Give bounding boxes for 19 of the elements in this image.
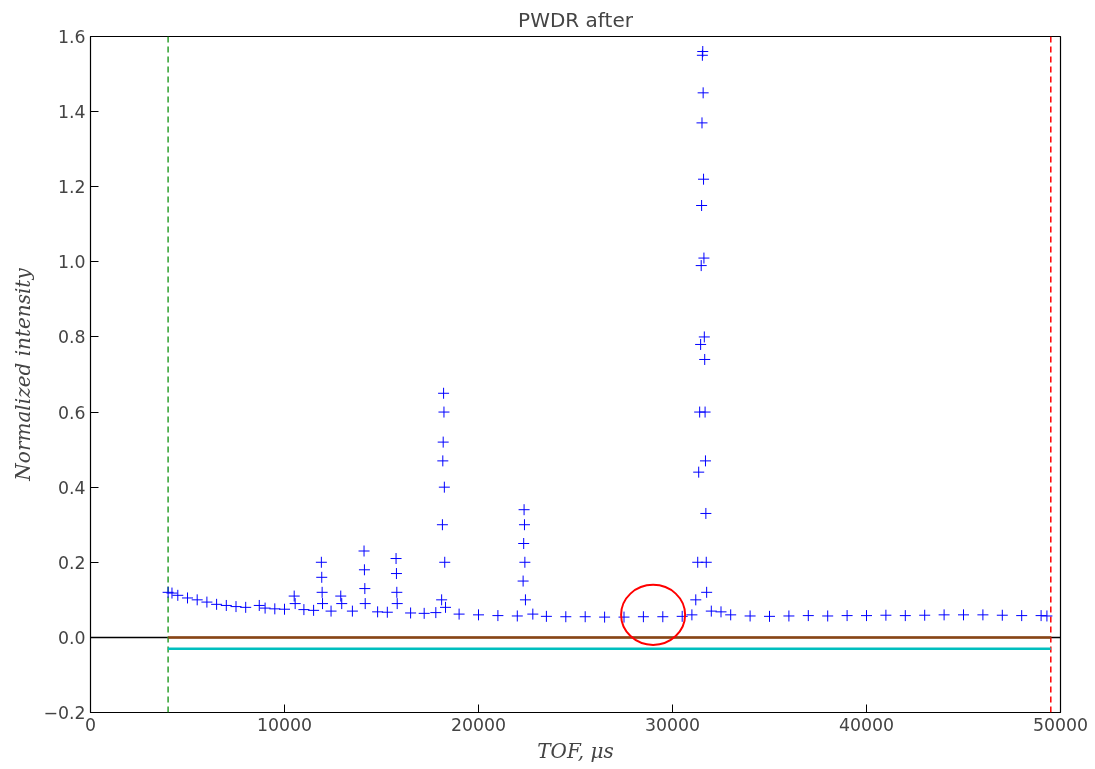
y-tick-label: 0.8 xyxy=(57,327,86,348)
y-tick-label: 1.0 xyxy=(57,252,86,273)
chart-title: PWDR after xyxy=(518,7,634,32)
x-tick-label: 20000 xyxy=(450,714,507,735)
y-tick-label: 1.2 xyxy=(57,177,86,198)
y-tick-label: 1.6 xyxy=(57,27,86,47)
y-tick-label: 0.0 xyxy=(57,627,86,648)
y-tick-label: 0.4 xyxy=(57,477,86,498)
x-tick-label: 50000 xyxy=(1032,714,1089,735)
y-tick-label: −0.2 xyxy=(43,703,86,723)
x-tick-label: 10000 xyxy=(256,714,313,735)
y-tick-label: 0.6 xyxy=(57,402,86,423)
y-tick-label: 0.2 xyxy=(57,552,86,573)
x-tick-label: 30000 xyxy=(644,714,701,735)
x-tick-label: 40000 xyxy=(838,714,895,735)
x-axis-title: TOF, μs xyxy=(537,738,614,763)
y-axis-title: Normalized intensity xyxy=(11,267,36,482)
x-tick-label: 0 xyxy=(84,714,97,735)
y-tick-label: 1.4 xyxy=(57,102,86,123)
